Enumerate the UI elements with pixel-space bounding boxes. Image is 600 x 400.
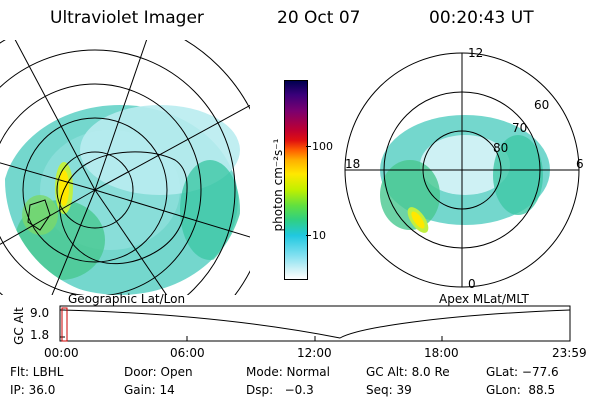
image-date: 20 Oct 07 (277, 8, 361, 28)
info-ip: IP: 36.0 (10, 383, 56, 397)
mlt-label-12: 12 (468, 46, 484, 60)
info-mode: Mode: Normal (246, 365, 330, 379)
mlat-label-70: 70 (512, 121, 528, 135)
colorbar-tick-10 (306, 235, 311, 236)
info-glat: GLat: −77.6 (486, 365, 559, 379)
mlt-map (344, 52, 580, 288)
mlat-label-60: 60 (534, 98, 550, 112)
info-gcalt: GC Alt: 8.0 Re (366, 365, 450, 379)
info-flt: Flt: LBHL (10, 365, 64, 379)
colorbar-label-10: 10 (312, 229, 326, 242)
altitude-ylabel: GC Alt (12, 307, 26, 345)
info-door: Door: Open (124, 365, 193, 379)
altitude-xtick-0000: 00:00 (44, 346, 79, 360)
altitude-ytick-low: 1.8 (30, 328, 50, 342)
left-map-label: Geographic Lat/Lon (68, 292, 186, 306)
image-time: 00:20:43 UT (429, 8, 534, 28)
colorbar-units: photon cm⁻²s⁻¹ (271, 138, 285, 232)
altitude-xtick-0600: 06:00 (170, 346, 205, 360)
altitude-xtick-1800: 18:00 (424, 346, 459, 360)
mlt-label-18: 18 (345, 157, 361, 171)
altitude-ytick-high: 9.0 (30, 306, 50, 320)
mlat-label-80: 80 (493, 141, 509, 155)
info-seq: Seq: 39 (366, 383, 412, 397)
altitude-xtick-1200: 12:00 (297, 346, 332, 360)
mlt-label-0: 0 (468, 277, 476, 291)
colorbar-label-100: 100 (312, 140, 333, 153)
app-title: Ultraviolet Imager (50, 8, 204, 28)
info-gain: Gain: 14 (124, 383, 175, 397)
info-dsp: Dsp: −0.3 (246, 383, 314, 397)
altitude-plot (59, 305, 571, 342)
right-map-label: Apex MLat/MLT (439, 292, 529, 306)
geographic-map (0, 40, 250, 295)
info-glon: GLon: 88.5 (486, 383, 556, 397)
colorbar (284, 80, 308, 280)
altitude-xtick-2359: 23:59 (552, 346, 587, 360)
colorbar-tick-100 (306, 146, 311, 147)
mlt-label-6: 6 (576, 157, 584, 171)
